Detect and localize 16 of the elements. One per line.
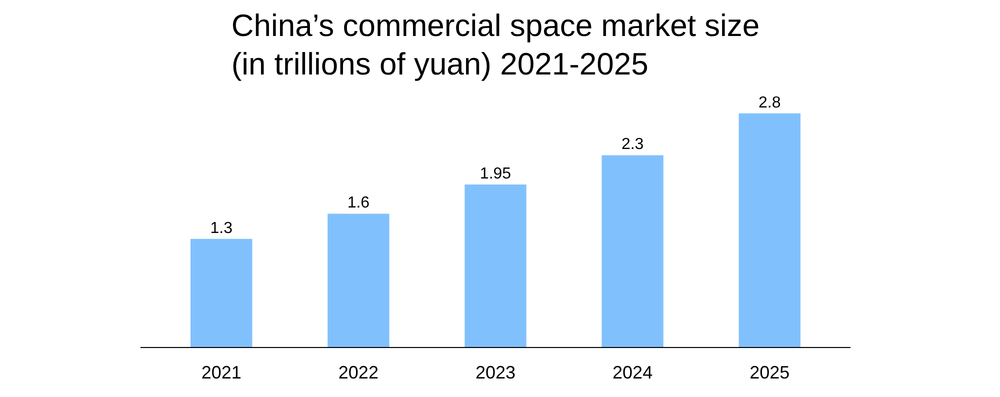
bar	[464, 184, 526, 348]
bar	[190, 238, 252, 348]
chart-title: China’s commercial space market size (in trillions of yuan) 2021-2025	[231, 8, 760, 82]
bar	[738, 113, 800, 348]
bar	[602, 155, 664, 348]
x-tick-label: 2024	[612, 362, 653, 382]
x-tick-label: 2021	[201, 362, 242, 382]
x-tick-label: 2025	[750, 362, 790, 382]
data-label: 1.95	[480, 165, 512, 182]
x-tick-label: 2022	[338, 362, 378, 382]
bar	[328, 214, 390, 348]
x-tick-label: 2023	[475, 362, 516, 382]
data-label: 1.3	[210, 220, 233, 237]
data-label: 1.6	[347, 194, 370, 212]
data-label: 2.8	[758, 94, 781, 112]
data-label: 2.3	[621, 136, 644, 154]
